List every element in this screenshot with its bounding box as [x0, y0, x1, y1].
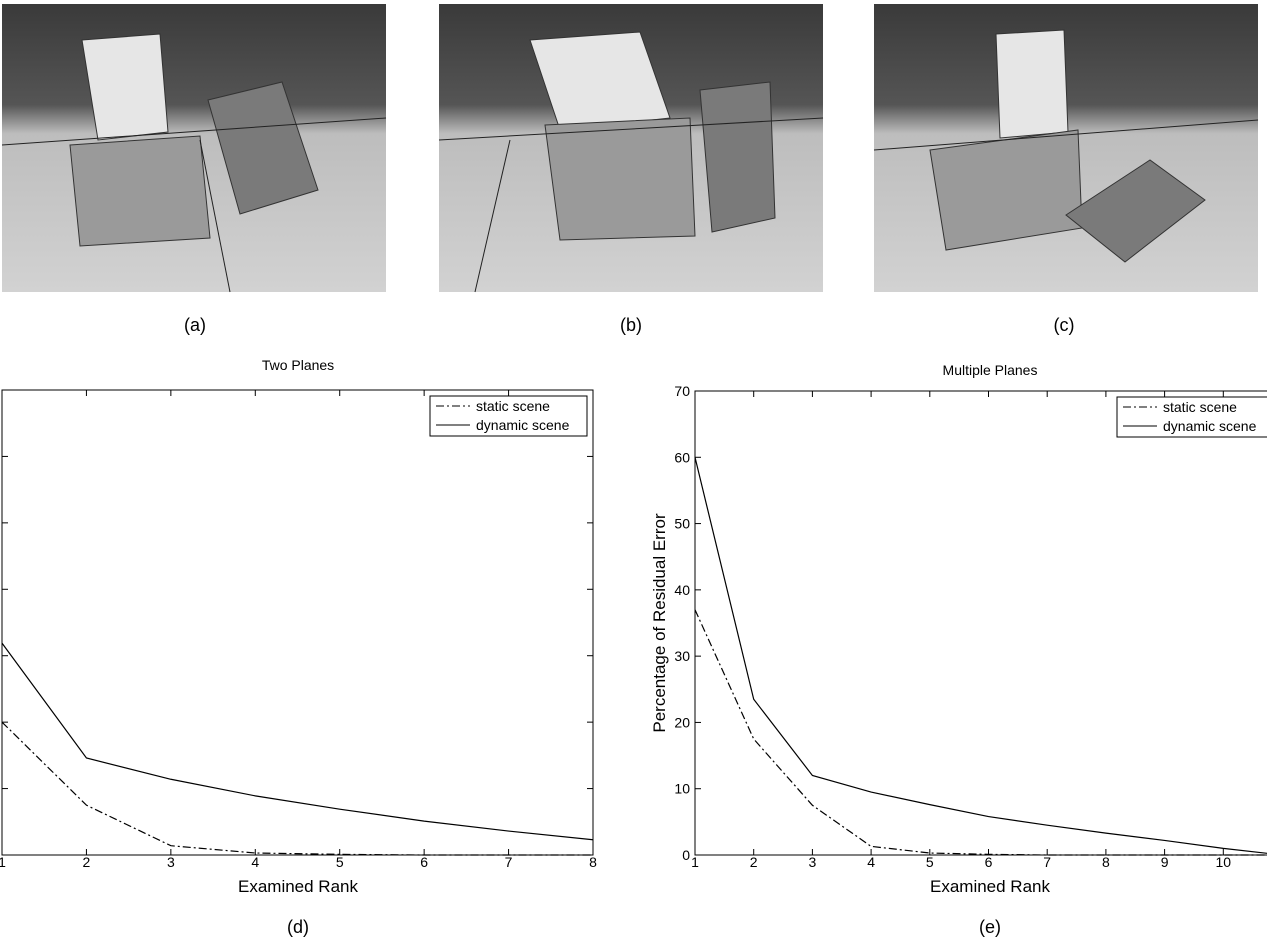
chart-title: Two Planes — [262, 357, 334, 373]
photo-caption: (c) — [1054, 315, 1075, 335]
x-tick-label: 9 — [1161, 854, 1169, 870]
x-tick-label: 10 — [1216, 854, 1232, 870]
photo — [1, 4, 387, 293]
plot-frame — [694, 390, 1267, 856]
photo-caption: (b) — [620, 315, 642, 335]
chart: Two Planes Examined Rank (d) 1 2 3 4 5 6 7 8 static… — [0, 357, 597, 937]
x-tick-label: 4 — [867, 854, 875, 870]
series-line — [694, 457, 1267, 854]
chart-caption: (d) — [287, 917, 309, 937]
y-axis-label: Percentage of Residual Error — [650, 513, 669, 733]
chart-title: Multiple Planes — [943, 362, 1038, 378]
y-tick-label: 10 — [674, 781, 690, 797]
x-tick-label: 6 — [420, 854, 428, 870]
x-tick-label: 2 — [750, 854, 758, 870]
x-tick-label: 6 — [985, 854, 993, 870]
photo — [438, 4, 824, 293]
y-tick-label: 50 — [674, 516, 690, 532]
x-axis-label: Examined Rank — [238, 877, 359, 896]
y-tick-label: 30 — [674, 648, 690, 664]
legend-label: dynamic scene — [1163, 418, 1257, 434]
x-tick-label: 7 — [1043, 854, 1051, 870]
legend-box — [1116, 396, 1267, 438]
y-tick-label: 40 — [674, 582, 690, 598]
plot-frame — [1, 389, 594, 856]
x-tick-label: 4 — [251, 854, 259, 870]
x-tick-label: 1 — [0, 854, 6, 870]
y-tick-label: 60 — [674, 449, 690, 465]
x-tick-label: 3 — [809, 854, 817, 870]
x-tick-label: 3 — [167, 854, 175, 870]
y-tick-label: 70 — [674, 383, 690, 399]
legend-label: static scene — [476, 398, 550, 414]
x-tick-label: 5 — [926, 854, 934, 870]
chart: Multiple Planes Examined Rank (e) Percentag… — [650, 362, 1267, 937]
series-line — [1, 642, 594, 841]
x-tick-label: 7 — [505, 854, 513, 870]
x-tick-label: 8 — [1102, 854, 1110, 870]
legend-label: dynamic scene — [476, 417, 570, 433]
x-axis-label: Examined Rank — [930, 877, 1051, 896]
photo — [873, 4, 1259, 292]
x-tick-label: 2 — [83, 854, 91, 870]
legend-label: static scene — [1163, 399, 1237, 415]
y-tick-label: 20 — [674, 714, 690, 730]
x-tick-label: 1 — [691, 854, 699, 870]
legend-box — [429, 395, 588, 437]
series-line — [1, 721, 593, 856]
series-line — [694, 609, 1267, 856]
x-tick-label: 8 — [589, 854, 597, 870]
y-tick-label: 0 — [682, 847, 690, 863]
x-tick-label: 5 — [336, 854, 344, 870]
photo-caption: (a) — [184, 315, 206, 335]
chart-caption: (e) — [979, 917, 1001, 937]
